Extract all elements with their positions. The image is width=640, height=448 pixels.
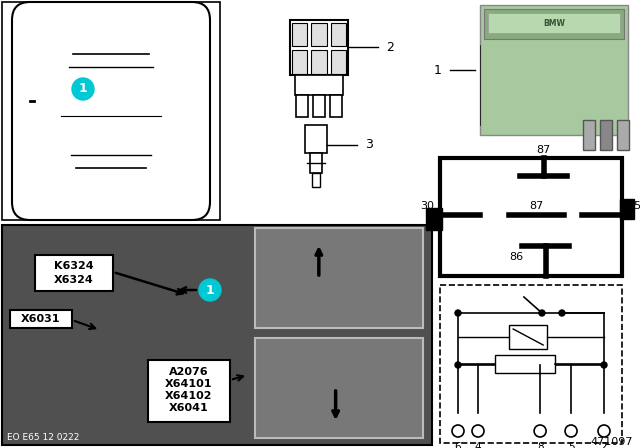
Bar <box>35 255 113 291</box>
Bar <box>600 120 612 150</box>
Bar <box>480 5 628 135</box>
Text: 1: 1 <box>205 284 214 297</box>
Bar <box>305 125 327 153</box>
Text: X6324: X6324 <box>54 275 94 285</box>
Text: 86: 86 <box>509 251 524 262</box>
Circle shape <box>199 279 221 301</box>
Text: 5: 5 <box>568 442 574 448</box>
Bar <box>295 75 343 95</box>
Text: 8: 8 <box>537 442 543 448</box>
Bar <box>617 120 629 150</box>
Text: 6: 6 <box>454 442 461 448</box>
FancyBboxPatch shape <box>12 2 210 220</box>
Text: 2: 2 <box>601 442 607 448</box>
Text: 87: 87 <box>536 145 551 155</box>
Bar <box>495 355 555 373</box>
Bar <box>440 285 622 443</box>
Bar <box>10 310 72 328</box>
Bar <box>330 95 342 117</box>
Bar <box>292 51 307 74</box>
Bar <box>509 325 547 349</box>
Text: X6041: X6041 <box>169 403 209 413</box>
Circle shape <box>565 425 577 437</box>
Bar <box>255 228 423 328</box>
Text: 3: 3 <box>365 138 373 151</box>
Circle shape <box>559 310 565 316</box>
Bar <box>310 153 322 173</box>
Bar <box>312 173 320 187</box>
Text: X6031: X6031 <box>21 314 61 324</box>
Bar <box>2 225 432 445</box>
Bar <box>331 51 346 74</box>
Circle shape <box>72 78 94 100</box>
Bar <box>331 23 346 47</box>
Circle shape <box>452 425 464 437</box>
Bar <box>311 23 326 47</box>
Text: X64102: X64102 <box>165 391 212 401</box>
Bar <box>2 2 220 220</box>
Bar <box>620 199 634 220</box>
Text: 87: 87 <box>529 201 543 211</box>
Bar <box>148 360 230 422</box>
Circle shape <box>598 425 610 437</box>
Bar <box>484 9 624 39</box>
Circle shape <box>539 310 545 316</box>
Text: 30: 30 <box>420 201 434 211</box>
Bar <box>583 120 595 150</box>
Text: 1: 1 <box>79 82 88 95</box>
Circle shape <box>455 362 461 368</box>
Bar <box>488 13 620 33</box>
Bar <box>426 207 442 229</box>
Text: K6324: K6324 <box>54 261 94 271</box>
Bar <box>313 95 325 117</box>
Text: 471097: 471097 <box>590 437 632 447</box>
Bar <box>292 23 307 47</box>
Circle shape <box>534 425 546 437</box>
Text: X64101: X64101 <box>165 379 212 389</box>
Circle shape <box>455 310 461 316</box>
Bar <box>440 158 622 276</box>
Circle shape <box>472 425 484 437</box>
Text: 4: 4 <box>475 442 481 448</box>
Text: 85: 85 <box>627 201 640 211</box>
Bar <box>290 20 348 75</box>
Text: EO E65 12 0222: EO E65 12 0222 <box>7 432 79 441</box>
Text: A2076: A2076 <box>169 367 209 377</box>
Bar <box>296 95 308 117</box>
Bar <box>255 338 423 438</box>
Bar <box>311 51 326 74</box>
Text: 2: 2 <box>386 41 394 54</box>
Text: 1: 1 <box>434 64 442 77</box>
Text: BMW: BMW <box>543 18 565 27</box>
Circle shape <box>601 362 607 368</box>
